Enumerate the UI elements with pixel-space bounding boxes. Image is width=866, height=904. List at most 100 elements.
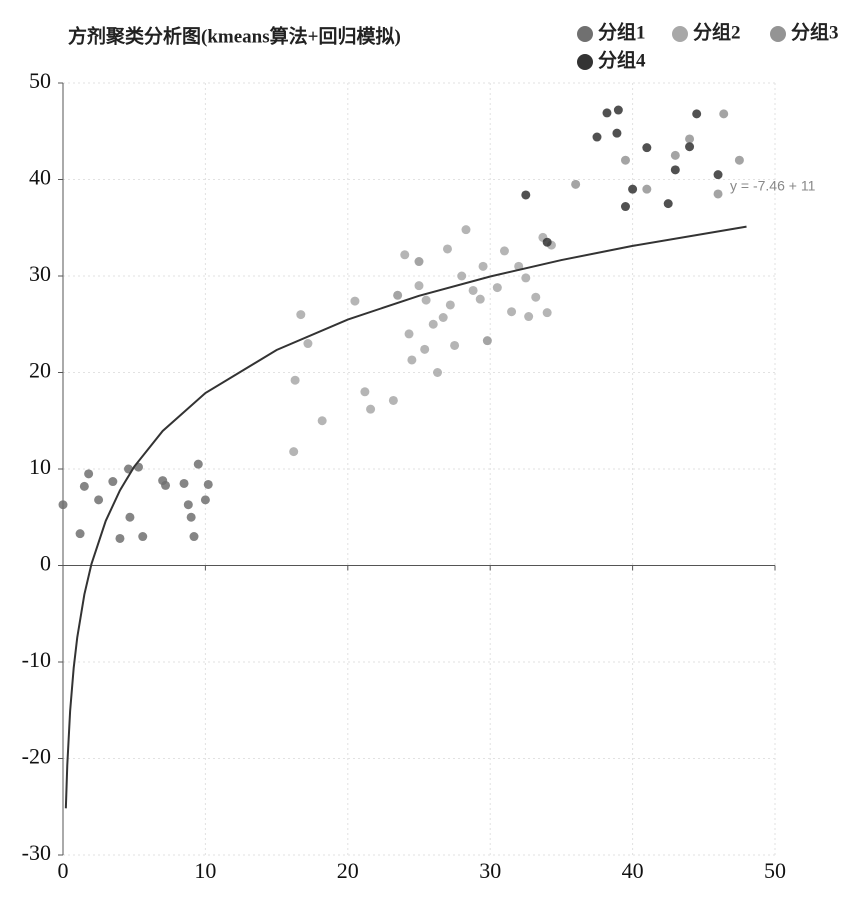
point xyxy=(350,296,360,306)
point xyxy=(414,281,424,291)
y-tick-label: 10 xyxy=(29,454,51,479)
legend-label[interactable]: 分组2 xyxy=(693,20,741,43)
point xyxy=(404,329,414,339)
point xyxy=(421,295,431,305)
point xyxy=(492,283,502,293)
point xyxy=(108,477,118,487)
point xyxy=(613,105,623,115)
point xyxy=(531,292,541,302)
point xyxy=(628,184,638,194)
point xyxy=(457,271,467,281)
point xyxy=(719,109,729,119)
y-tick-label: 0 xyxy=(40,551,51,576)
point xyxy=(475,294,485,304)
point xyxy=(499,246,509,256)
point xyxy=(290,375,300,385)
y-tick-label: 20 xyxy=(29,358,51,383)
x-tick-label: 40 xyxy=(622,858,644,883)
point xyxy=(685,134,695,144)
point xyxy=(400,250,410,260)
regression-label: y = -7.46 + 11 xyxy=(730,178,816,194)
point xyxy=(521,273,531,283)
point xyxy=(612,128,622,138)
point xyxy=(303,339,313,349)
point xyxy=(620,202,630,212)
y-tick-label: 50 xyxy=(29,68,51,93)
point xyxy=(670,150,680,160)
point xyxy=(482,336,492,346)
x-tick-label: 0 xyxy=(58,858,69,883)
point xyxy=(414,257,424,267)
point xyxy=(602,108,612,118)
point xyxy=(366,404,376,414)
point xyxy=(183,500,193,510)
y-tick-label: 40 xyxy=(29,165,51,190)
point xyxy=(734,155,744,165)
point xyxy=(75,529,85,539)
point xyxy=(507,307,517,317)
y-tick-label: -10 xyxy=(22,647,51,672)
legend-marker xyxy=(672,26,688,42)
point xyxy=(692,109,702,119)
point xyxy=(186,512,196,522)
point xyxy=(296,310,306,320)
point xyxy=(138,532,148,542)
point xyxy=(161,480,171,490)
point xyxy=(461,225,471,235)
point xyxy=(468,285,478,295)
point xyxy=(428,319,438,329)
legend-marker xyxy=(770,26,786,42)
point xyxy=(670,165,680,175)
point xyxy=(58,500,68,510)
point xyxy=(524,312,534,322)
x-tick-label: 30 xyxy=(479,858,501,883)
x-tick-label: 50 xyxy=(764,858,786,883)
point xyxy=(442,244,452,254)
point xyxy=(115,533,125,543)
point xyxy=(642,143,652,153)
point xyxy=(393,290,403,300)
point xyxy=(179,478,189,488)
legend-label[interactable]: 分组1 xyxy=(598,20,646,43)
point xyxy=(521,190,531,200)
point xyxy=(542,308,552,318)
point xyxy=(94,495,104,505)
point xyxy=(317,416,327,426)
regression-line xyxy=(64,225,747,809)
point xyxy=(79,481,89,491)
point xyxy=(407,355,417,365)
legend-label[interactable]: 分组4 xyxy=(598,48,646,71)
point xyxy=(438,312,448,322)
point xyxy=(592,132,602,142)
x-tick-label: 20 xyxy=(337,858,359,883)
point xyxy=(571,179,581,189)
point xyxy=(360,387,370,397)
point xyxy=(203,479,213,489)
y-tick-label: -30 xyxy=(22,840,51,865)
y-tick-label: -20 xyxy=(22,744,51,769)
point xyxy=(125,512,135,522)
y-tick-label: 30 xyxy=(29,261,51,286)
point xyxy=(620,155,630,165)
point xyxy=(420,344,430,354)
point xyxy=(663,199,673,209)
point xyxy=(84,469,94,479)
point xyxy=(200,495,210,505)
point xyxy=(450,340,460,350)
point xyxy=(542,237,552,247)
point xyxy=(388,395,398,405)
x-tick-label: 10 xyxy=(194,858,216,883)
legend-label[interactable]: 分组3 xyxy=(791,20,839,43)
point xyxy=(445,300,455,310)
point xyxy=(685,142,695,152)
point xyxy=(478,261,488,271)
point xyxy=(189,532,199,542)
legend-marker xyxy=(577,26,593,42)
point xyxy=(713,170,723,180)
point xyxy=(289,447,299,457)
point xyxy=(193,459,203,469)
legend-marker xyxy=(577,54,593,70)
point xyxy=(713,189,723,199)
